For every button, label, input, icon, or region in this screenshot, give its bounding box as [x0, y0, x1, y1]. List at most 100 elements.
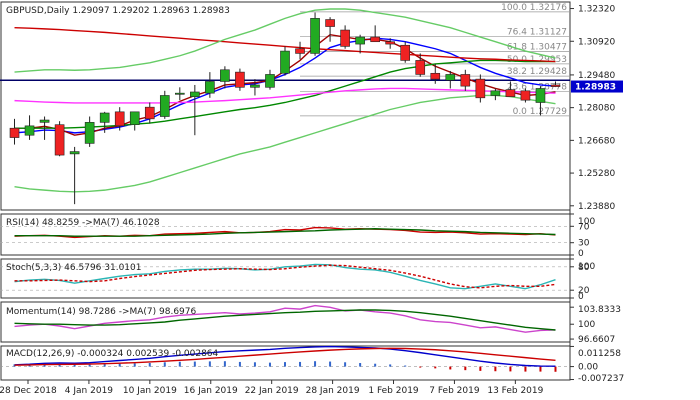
histogram-bar	[344, 362, 347, 367]
histogram-bar	[554, 366, 557, 372]
indicator-tick-label: -0.007237	[578, 374, 624, 384]
candle-body	[460, 74, 471, 87]
histogram-bar	[494, 366, 497, 372]
candle-body	[505, 89, 516, 97]
fibo-label: 38.2 1.29428	[507, 67, 567, 77]
histogram-bar	[118, 363, 121, 367]
candle-body	[24, 125, 35, 136]
candle-body	[235, 71, 245, 88]
candle-body	[490, 90, 501, 96]
indicator-tick-label: 0	[578, 292, 584, 302]
histogram-bar	[268, 362, 271, 367]
candle-body	[355, 36, 365, 45]
indicator-tick-label: 0	[578, 249, 584, 259]
candle-body	[550, 84, 561, 87]
candle-body	[84, 122, 95, 144]
indicator-tick-label: 80	[578, 263, 590, 273]
price-tick-label: 1.26680	[578, 136, 615, 146]
candle-body	[159, 95, 170, 117]
histogram-bar	[419, 366, 422, 368]
histogram-bar	[133, 363, 136, 367]
indicator-tick-label: 96.6607	[578, 335, 615, 345]
candle-body	[535, 88, 546, 103]
momentum-title: Momentum(14) 98.7286 ->MA(7) 98.6976	[6, 307, 197, 317]
histogram-bar	[163, 362, 166, 367]
candle-body	[54, 124, 65, 156]
candle-body	[445, 74, 456, 81]
histogram-bar	[73, 364, 76, 367]
histogram-bar	[434, 366, 437, 369]
candle-body	[295, 48, 305, 54]
symbol-label: GBPUSD	[6, 6, 44, 16]
histogram-bar	[43, 364, 46, 367]
date-tick-label: 22 Jan 2019	[245, 386, 299, 396]
candle-body	[205, 81, 215, 94]
histogram-bar	[238, 361, 241, 367]
indicator-series-line	[14, 347, 556, 366]
fibo-label: 50.0 1.29953	[507, 55, 567, 65]
candle-body	[415, 60, 426, 75]
histogram-bar	[13, 364, 16, 367]
price-tick-label: 1.32320	[578, 5, 615, 15]
date-tick-label: 1 Feb 2019	[368, 386, 419, 396]
fibo-label: 61.8 1.30477	[507, 43, 567, 53]
histogram-bar	[148, 363, 151, 367]
price-tick-label: 1.28080	[578, 104, 615, 114]
indicator-tick-label: 100	[578, 320, 595, 330]
candle-body	[144, 106, 155, 120]
histogram-bar	[299, 361, 302, 367]
candle-body	[220, 69, 230, 82]
histogram-bar	[359, 363, 362, 367]
candle-body	[99, 112, 110, 123]
histogram-bar	[524, 366, 527, 372]
last-price-tag	[571, 80, 623, 93]
indicator-tick-label: 20	[578, 286, 590, 296]
indicator-tick-label: 100	[578, 217, 595, 227]
fibo-label: 23.6 1.28778	[507, 82, 567, 92]
ohlc-label: 1.29097 1.29202 1.28963 1.28983	[72, 6, 229, 16]
histogram-bar	[404, 365, 407, 367]
candle-body	[400, 44, 411, 61]
histogram-bar	[509, 366, 512, 372]
indicator-series-line	[14, 264, 556, 289]
price-tick-label: 1.29480	[578, 71, 615, 81]
histogram-bar	[479, 366, 482, 371]
fibo-label: 0.0 1.27729	[513, 107, 568, 117]
indicator-series-line	[14, 309, 556, 331]
indicator-tick-label: 70	[578, 222, 590, 232]
histogram-bar	[193, 361, 196, 367]
candle-body	[114, 111, 125, 127]
stoch-title: Stoch(5,3,3) 46.5796 31.0101	[6, 263, 141, 273]
indicator-series-line	[14, 345, 556, 367]
date-tick-label: 10 Jan 2019	[123, 386, 177, 396]
price-tick-label: 1.23880	[578, 202, 615, 212]
indicator-tick-label: 100	[578, 262, 595, 272]
date-tick-label: 4 Jan 2019	[65, 386, 113, 396]
candle-body	[475, 78, 486, 99]
candle-body	[340, 29, 350, 47]
indicator-tick-label: 103.8333	[578, 305, 621, 315]
candle-body	[175, 92, 185, 95]
histogram-bar	[329, 361, 332, 367]
indicator-tick-label: 30	[578, 239, 590, 249]
rsi-title: RSI(14) 48.8259 ->MA(7) 46.1028	[6, 218, 160, 228]
histogram-bar	[449, 366, 452, 370]
fibo-label: 76.4 1.31127	[507, 27, 567, 37]
candle-body	[265, 74, 275, 88]
candle-body	[190, 91, 200, 97]
chart-header: GBPUSD,Daily 1.29097 1.29202 1.28963 1.2…	[6, 6, 230, 16]
histogram-bar	[314, 361, 317, 367]
candle-body	[69, 151, 80, 155]
candle-body	[370, 36, 380, 43]
histogram-bar	[58, 364, 61, 367]
fibo-label: 100.0 1.32176	[501, 3, 567, 13]
histogram-bar	[208, 361, 211, 367]
candle-body	[9, 127, 20, 138]
timeframe-label: Daily	[47, 6, 70, 16]
date-tick-label: 16 Jan 2019	[184, 386, 238, 396]
date-tick-label: 7 Feb 2019	[429, 386, 480, 396]
overlay-line	[14, 94, 556, 193]
histogram-bar	[389, 364, 392, 367]
panel-frame	[0, 1, 571, 211]
